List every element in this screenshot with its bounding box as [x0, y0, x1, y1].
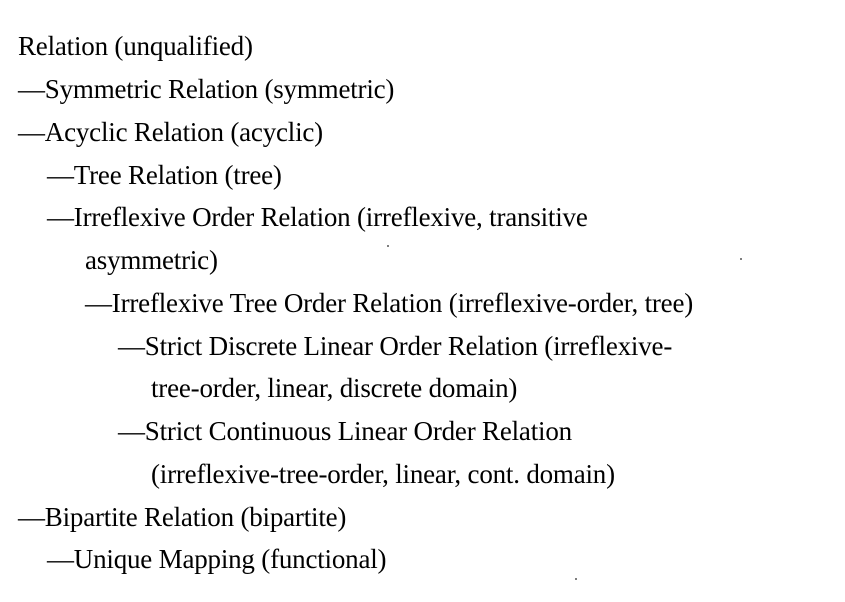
line-strict-discrete-linear-order-relation: —Strict Discrete Linear Order Relation (…: [118, 331, 673, 361]
scan-speck: [575, 578, 577, 580]
line-strict-continuous-linear-order-relation: —Strict Continuous Linear Order Relation: [118, 416, 572, 446]
line-acyclic-relation: —Acyclic Relation (acyclic): [18, 117, 323, 147]
line-strict-continuous-linear-order-relation-continued: (irreflexive-tree-order, linear, cont. d…: [151, 459, 615, 489]
line-unique-mapping: —Unique Mapping (functional): [47, 544, 387, 574]
line-relation-unqualified: Relation (unqualified): [18, 31, 253, 61]
line-bipartite-relation: —Bipartite Relation (bipartite): [18, 502, 347, 532]
line-irreflexive-order-relation: —Irreflexive Order Relation (irreflexive…: [47, 202, 588, 232]
line-strict-discrete-linear-order-relation-continued: tree-order, linear, discrete domain): [151, 373, 518, 403]
line-tree-relation: —Tree Relation (tree): [47, 160, 282, 190]
scan-speck: [740, 258, 742, 260]
line-irreflexive-order-relation-continued: asymmetric): [85, 245, 218, 275]
line-irreflexive-tree-order-relation: —Irreflexive Tree Order Relation (irrefl…: [85, 288, 694, 318]
line-symmetric-relation: —Symmetric Relation (symmetric): [18, 74, 395, 104]
scan-speck: [387, 245, 389, 247]
